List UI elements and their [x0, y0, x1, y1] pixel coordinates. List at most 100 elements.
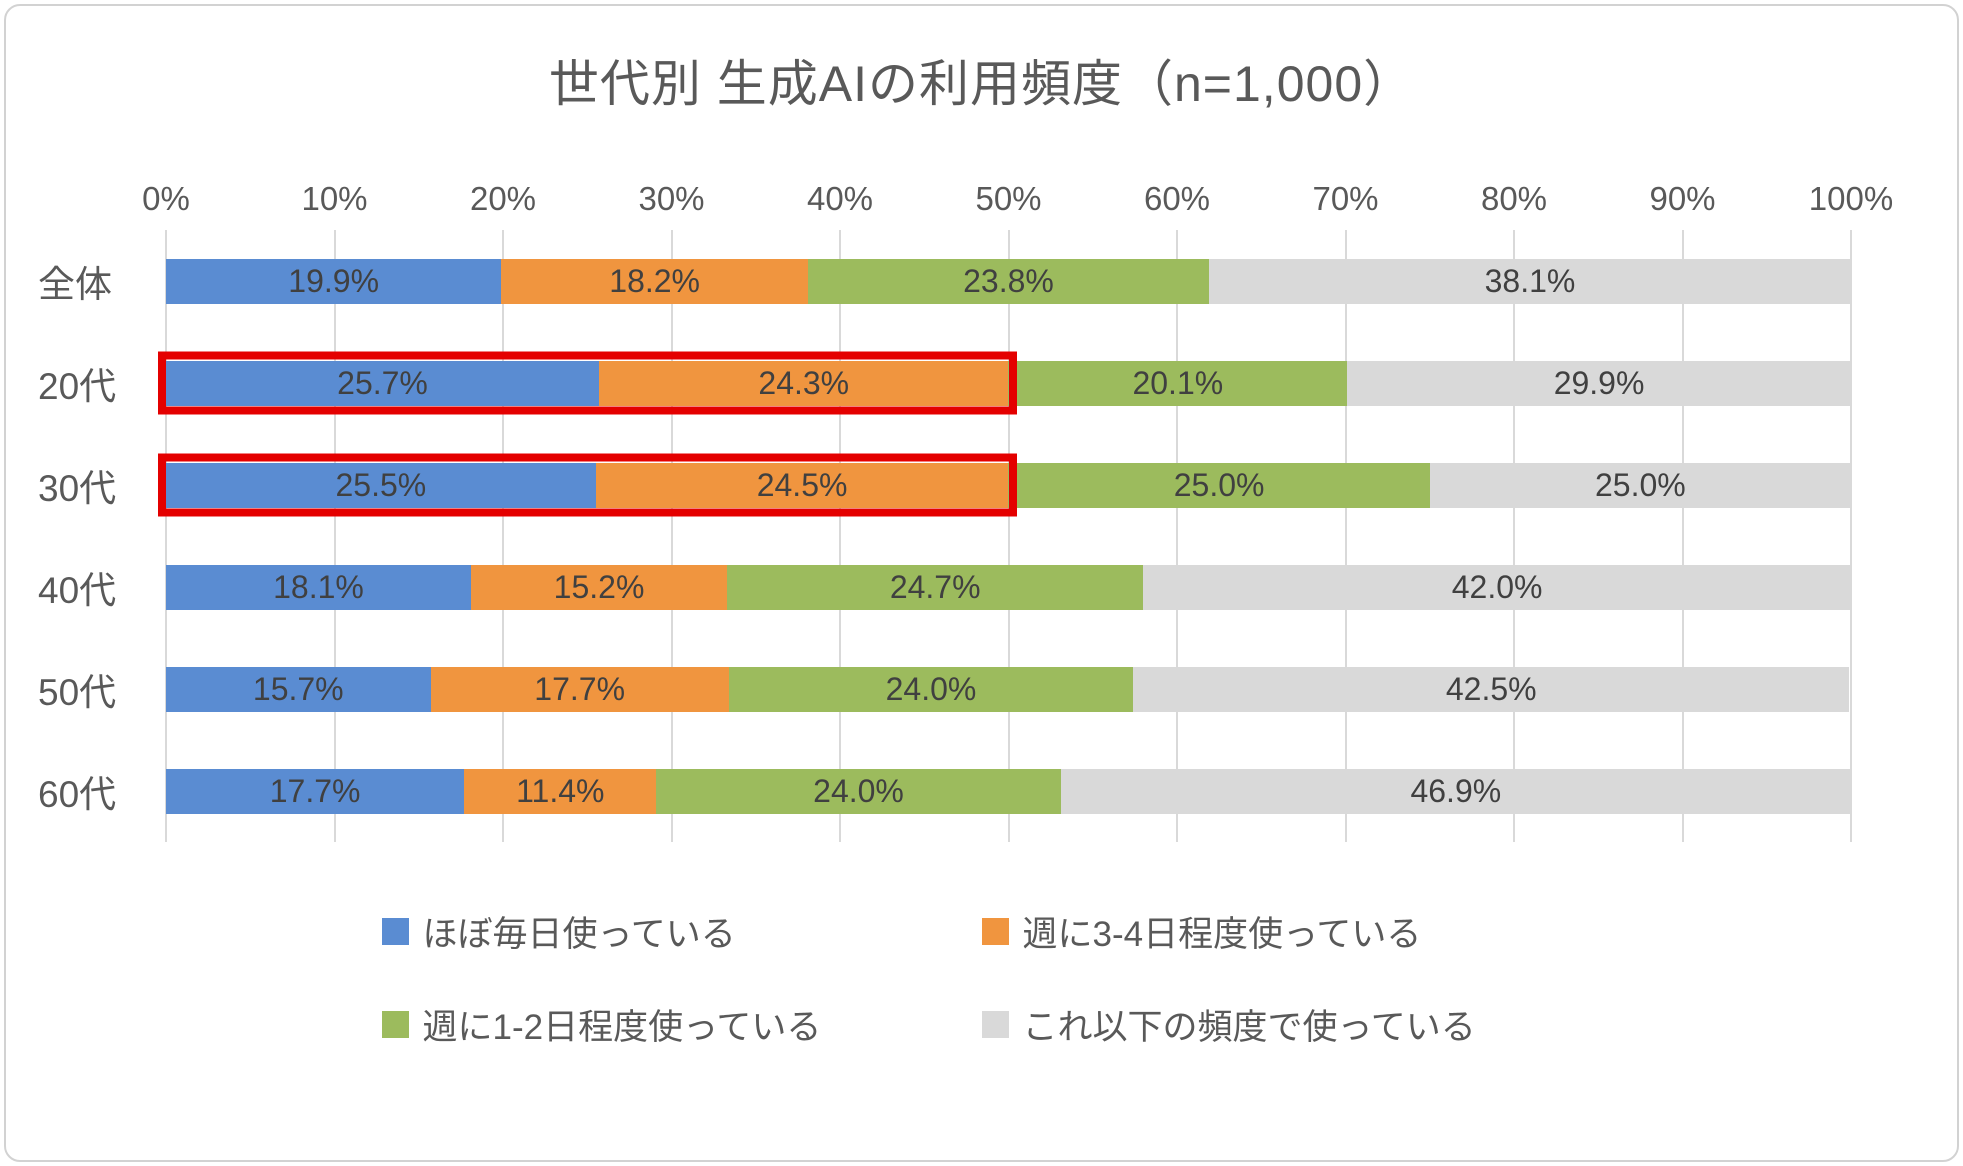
legend-item-2: 週に1-2日程度使っている: [381, 999, 982, 1050]
bar-row-60代: 17.7% 11.4% 24.0% 46.9%: [166, 740, 1851, 842]
stacked-bar: 25.7% 24.3% 20.1% 29.9%: [166, 360, 1851, 406]
segment-value-label: 15.7%: [252, 670, 344, 707]
bar-segment-0: 15.7%: [166, 666, 431, 712]
category-label: 40代: [38, 570, 117, 611]
bar-segment-3: 29.9%: [1347, 360, 1851, 406]
gridline: [1513, 230, 1515, 842]
bar-segment-3: 42.0%: [1143, 564, 1851, 610]
segment-value-label: 42.0%: [1451, 568, 1543, 605]
bar-segment-2: 20.1%: [1008, 360, 1348, 406]
legend-label: 週に3-4日程度使っている: [1022, 915, 1422, 954]
bar-row-20代: 25.7% 24.3% 20.1% 29.9%: [158, 332, 1851, 434]
gridline: [1344, 230, 1347, 842]
gridline: [1681, 230, 1684, 842]
stacked-bar: 19.9% 18.2% 23.8% 38.1%: [166, 258, 1851, 304]
bar-segment-1: 24.3%: [599, 360, 1009, 406]
x-axis-tick-label: 60%: [1143, 180, 1211, 217]
bar-rows: 19.9% 18.2% 23.8% 38.1% 25.7% 24.3% 20.1% 29.9%…: [158, 230, 1851, 842]
gridline: [1850, 230, 1852, 842]
stacked-bar: 25.5% 24.5% 25.0% 25.0%: [166, 462, 1851, 508]
segment-value-label: 23.8%: [963, 262, 1054, 299]
legend-label: ほぼ毎日使っている: [422, 915, 736, 954]
legend-item-3: これ以下の頻度で使っている: [981, 999, 1582, 1050]
stacked-bar: 15.7% 17.7% 24.0% 42.5%: [166, 666, 1851, 712]
segment-value-label: 24.5%: [756, 466, 848, 503]
legend-swatch: [981, 1011, 1009, 1038]
bar-segment-1: 17.7%: [430, 666, 729, 712]
bar-row-40代: 18.1% 15.2% 24.7% 42.0%: [166, 536, 1851, 638]
segment-value-label: 29.9%: [1553, 364, 1645, 401]
segment-value-label: 17.7%: [269, 772, 361, 809]
segment-value-label: 25.0%: [1173, 466, 1265, 503]
legend-item-0: ほぼ毎日使っている: [381, 906, 982, 957]
category-label: 60代: [38, 774, 117, 815]
legend-swatch: [981, 918, 1009, 945]
bar-segment-3: 42.5%: [1133, 666, 1850, 712]
segment-value-label: 24.7%: [889, 568, 981, 605]
x-axis-tick-label: 100%: [1808, 180, 1894, 217]
category-label: 30代: [38, 468, 117, 509]
segment-value-label: 24.0%: [885, 670, 977, 707]
x-axis-tick-label: 10%: [301, 180, 368, 217]
segment-value-label: 24.0%: [813, 772, 904, 809]
legend-label: 週に1-2日程度使っている: [422, 1008, 822, 1047]
gridline: [333, 230, 336, 842]
bar-segment-1: 18.2%: [501, 258, 808, 304]
x-axis-tick-label: 70%: [1312, 180, 1379, 217]
segment-value-label: 19.9%: [288, 262, 380, 299]
gridline: [670, 230, 673, 842]
legend-swatch: [381, 918, 409, 945]
gridline: [165, 230, 167, 842]
segment-value-label: 38.1%: [1484, 262, 1576, 299]
legend-swatch: [381, 1011, 409, 1038]
stacked-bar: 18.1% 15.2% 24.7% 42.0%: [166, 564, 1851, 610]
bar-segment-2: 24.0%: [728, 666, 1134, 712]
legend-item-1: 週に3-4日程度使っている: [981, 906, 1582, 957]
category-label: 50代: [38, 672, 117, 713]
bar-segment-0: 17.7%: [166, 768, 465, 814]
x-axis-tick-label: 20%: [469, 180, 537, 217]
bar-segment-3: 38.1%: [1208, 258, 1851, 304]
bar-row-30代: 25.5% 24.5% 25.0% 25.0%: [158, 434, 1851, 536]
segment-value-label: 24.3%: [758, 364, 850, 401]
segment-value-label: 25.0%: [1594, 466, 1686, 503]
x-axis-tick-label: 40%: [806, 180, 874, 217]
bar-segment-2: 24.0%: [656, 768, 1061, 814]
chart-area: 0% 10% 20% 30% 40% 50% 60% 70% 80% 90% 100% 全体 20代 3…: [6, 124, 1957, 842]
bar-segment-2: 23.8%: [807, 258, 1209, 304]
bar-segment-2: 24.7%: [727, 564, 1144, 610]
segment-value-label: 46.9%: [1410, 772, 1502, 809]
category-axis: 全体 20代 30代 40代 50代 60代: [36, 230, 166, 842]
category-label: 全体: [38, 264, 112, 305]
segment-value-label: 20.1%: [1132, 364, 1224, 401]
gridline: [839, 230, 841, 842]
bar-segment-2: 25.0%: [1008, 462, 1430, 508]
x-axis: 0% 10% 20% 30% 40% 50% 60% 70% 80% 90% 100%: [142, 172, 1893, 230]
x-axis-tick-label: 90%: [1649, 180, 1716, 217]
segment-value-label: 25.5%: [335, 466, 427, 503]
segment-value-label: 18.2%: [609, 262, 700, 299]
chart-title: 世代別 生成AIの利用頻度（n=1,000）: [548, 56, 1415, 112]
x-axis-tick-label: 0%: [142, 180, 190, 217]
bar-segment-0: 25.5%: [166, 462, 596, 508]
chart-card: 世代別 生成AIの利用頻度（n=1,000） 0% 10% 20% 30% 40% 50%…: [4, 4, 1959, 1162]
segment-value-label: 15.2%: [553, 568, 645, 605]
legend-label: これ以下の頻度で使っている: [1022, 1008, 1476, 1047]
segment-value-label: 11.4%: [516, 772, 605, 809]
legend: ほぼ毎日使っている 週に3-4日程度使っている週に1-2日程度使っている これ以下の…: [6, 906, 1957, 1050]
bar-segment-0: 25.7%: [166, 360, 600, 406]
gridline: [502, 230, 504, 842]
bar-segment-1: 15.2%: [470, 564, 728, 610]
x-axis-tick-label: 30%: [638, 180, 705, 217]
bar-segment-3: 46.9%: [1060, 768, 1851, 814]
bar-segment-0: 19.9%: [166, 258, 502, 304]
segment-value-label: 25.7%: [337, 364, 428, 401]
stacked-bar: 17.7% 11.4% 24.0% 46.9%: [166, 768, 1851, 814]
category-label: 20代: [38, 366, 117, 407]
segment-value-label: 18.1%: [273, 568, 364, 605]
segment-value-label: 17.7%: [534, 670, 626, 707]
bar-segment-0: 18.1%: [166, 564, 471, 610]
gridline: [1176, 230, 1178, 842]
x-axis-tick-label: 50%: [975, 180, 1042, 217]
gridline: [1007, 230, 1010, 842]
